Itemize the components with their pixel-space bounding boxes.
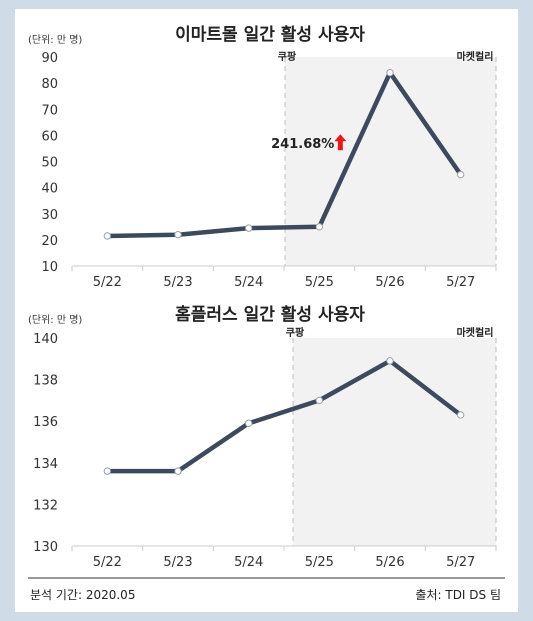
y-tick-label: 50 [41,156,58,171]
analysis-period: 분석 기간: 2020.05 [30,588,136,602]
chart-title: 홈플러스 일간 활성 사용자 [175,304,365,325]
x-tick-label: 5/27 [446,555,475,570]
x-tick-label: 5/24 [234,275,263,290]
unit-label: (단위: 만 명) [28,33,82,46]
region-label-kurly: 마켓컬리 [457,50,494,63]
data-point [174,230,182,239]
data-point [315,396,324,405]
source-label: 출처: TDI DS 팀 [415,588,501,602]
data-point [103,232,112,240]
y-tick-label: 134 [33,457,58,472]
x-tick-label: 5/26 [375,555,404,570]
x-tick-label: 5/25 [305,555,334,570]
data-point [456,170,465,179]
y-tick-label: 136 [33,415,58,430]
data-point [244,419,253,427]
y-tick-label: 80 [41,77,58,92]
y-tick-label: 10 [41,260,58,275]
x-tick-label: 5/23 [163,555,192,570]
x-tick-label: 5/22 [93,555,122,570]
y-tick-label: 20 [41,234,58,249]
y-tick-label: 40 [41,182,58,197]
chart-1: 쿠팡 마켓컬리 이마트몰 일간 활성 사용자 (단위: 만 명) 10 20 30 40 50 6… [28,24,497,290]
growth-annotation: 241.68% [271,137,334,152]
series-line [105,358,463,474]
region-label-coupang: 쿠팡 [278,50,297,63]
y-tick-label: 90 [41,51,58,66]
series-line [105,70,463,239]
data-point [386,357,394,365]
data-point [174,467,182,475]
x-tick-label: 5/23 [163,275,192,290]
chart-title: 이마트몰 일간 활성 사용자 [175,24,365,45]
y-tick-label: 132 [33,498,58,513]
region-label-kurly: 마켓컬리 [457,326,494,339]
y-tick-label: 138 [33,374,58,389]
x-tick-label: 5/22 [93,275,122,290]
unit-label: (단위: 만 명) [28,313,82,326]
data-point [386,68,394,77]
x-tick-label: 5/26 [375,275,404,290]
x-tick-label: 5/24 [234,555,263,570]
y-tick-label: 140 [33,332,58,347]
data-point [456,411,465,419]
data-point [315,223,324,231]
highlight-region [293,338,496,546]
y-tick-label: 70 [41,103,58,118]
chart-2: 쿠팡 마켓컬리 홈플러스 일간 활성 사용자 (단위: 만 명) 130 132 134 13… [28,304,497,570]
y-tick-label: 30 [41,208,58,223]
region-label-coupang: 쿠팡 [286,326,305,339]
y-tick-label: 60 [41,129,58,144]
x-tick-label: 5/27 [446,275,475,290]
highlight-region [285,57,496,266]
data-point [103,467,112,475]
x-tick-label: 5/25 [305,275,334,290]
data-point [244,224,253,232]
up-arrow-icon [334,134,347,151]
y-tick-label: 130 [33,540,58,555]
